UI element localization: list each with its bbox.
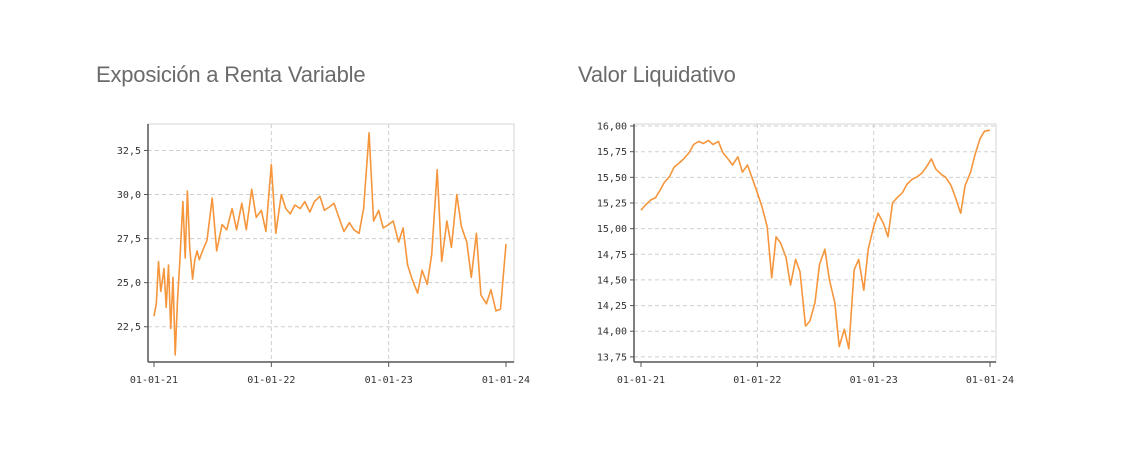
y-tick-label: 25,0 (117, 278, 141, 289)
x-tick-label: 01-01-24 (966, 375, 1014, 386)
series-line (153, 132, 507, 356)
y-tick-label: 14,25 (597, 301, 627, 312)
x-tick-label: 01-01-22 (733, 375, 781, 386)
x-tick-label: 01-01-23 (850, 375, 898, 386)
x-tick-label: 01-01-24 (482, 375, 530, 386)
x-tick-label: 01-01-22 (247, 375, 295, 386)
y-tick-label: 14,75 (597, 250, 627, 261)
y-tick-label: 13,75 (597, 352, 627, 363)
y-tick-label: 32,5 (117, 146, 141, 157)
y-tick-label: 14,50 (597, 275, 627, 286)
y-tick-label: 16,00 (597, 122, 627, 133)
x-tick-label: 01-01-21 (130, 375, 178, 386)
y-tick-label: 15,25 (597, 198, 627, 209)
y-tick-label: 15,50 (597, 173, 627, 184)
y-tick-label: 30,0 (117, 190, 141, 201)
x-tick-label: 01-01-23 (365, 375, 413, 386)
y-tick-label: 14,00 (597, 327, 627, 338)
plot-frame (633, 123, 997, 363)
series-line (640, 129, 991, 350)
chart-title-valor-liquidativo: Valor Liquidativo (578, 62, 736, 87)
chart-title-exposicion: Exposición a Renta Variable (96, 62, 366, 87)
y-tick-label: 22,5 (117, 322, 141, 333)
y-tick-label: 27,5 (117, 234, 141, 245)
x-tick-label: 01-01-21 (617, 375, 665, 386)
y-tick-label: 15,00 (597, 224, 627, 235)
y-tick-label: 15,75 (597, 147, 627, 158)
